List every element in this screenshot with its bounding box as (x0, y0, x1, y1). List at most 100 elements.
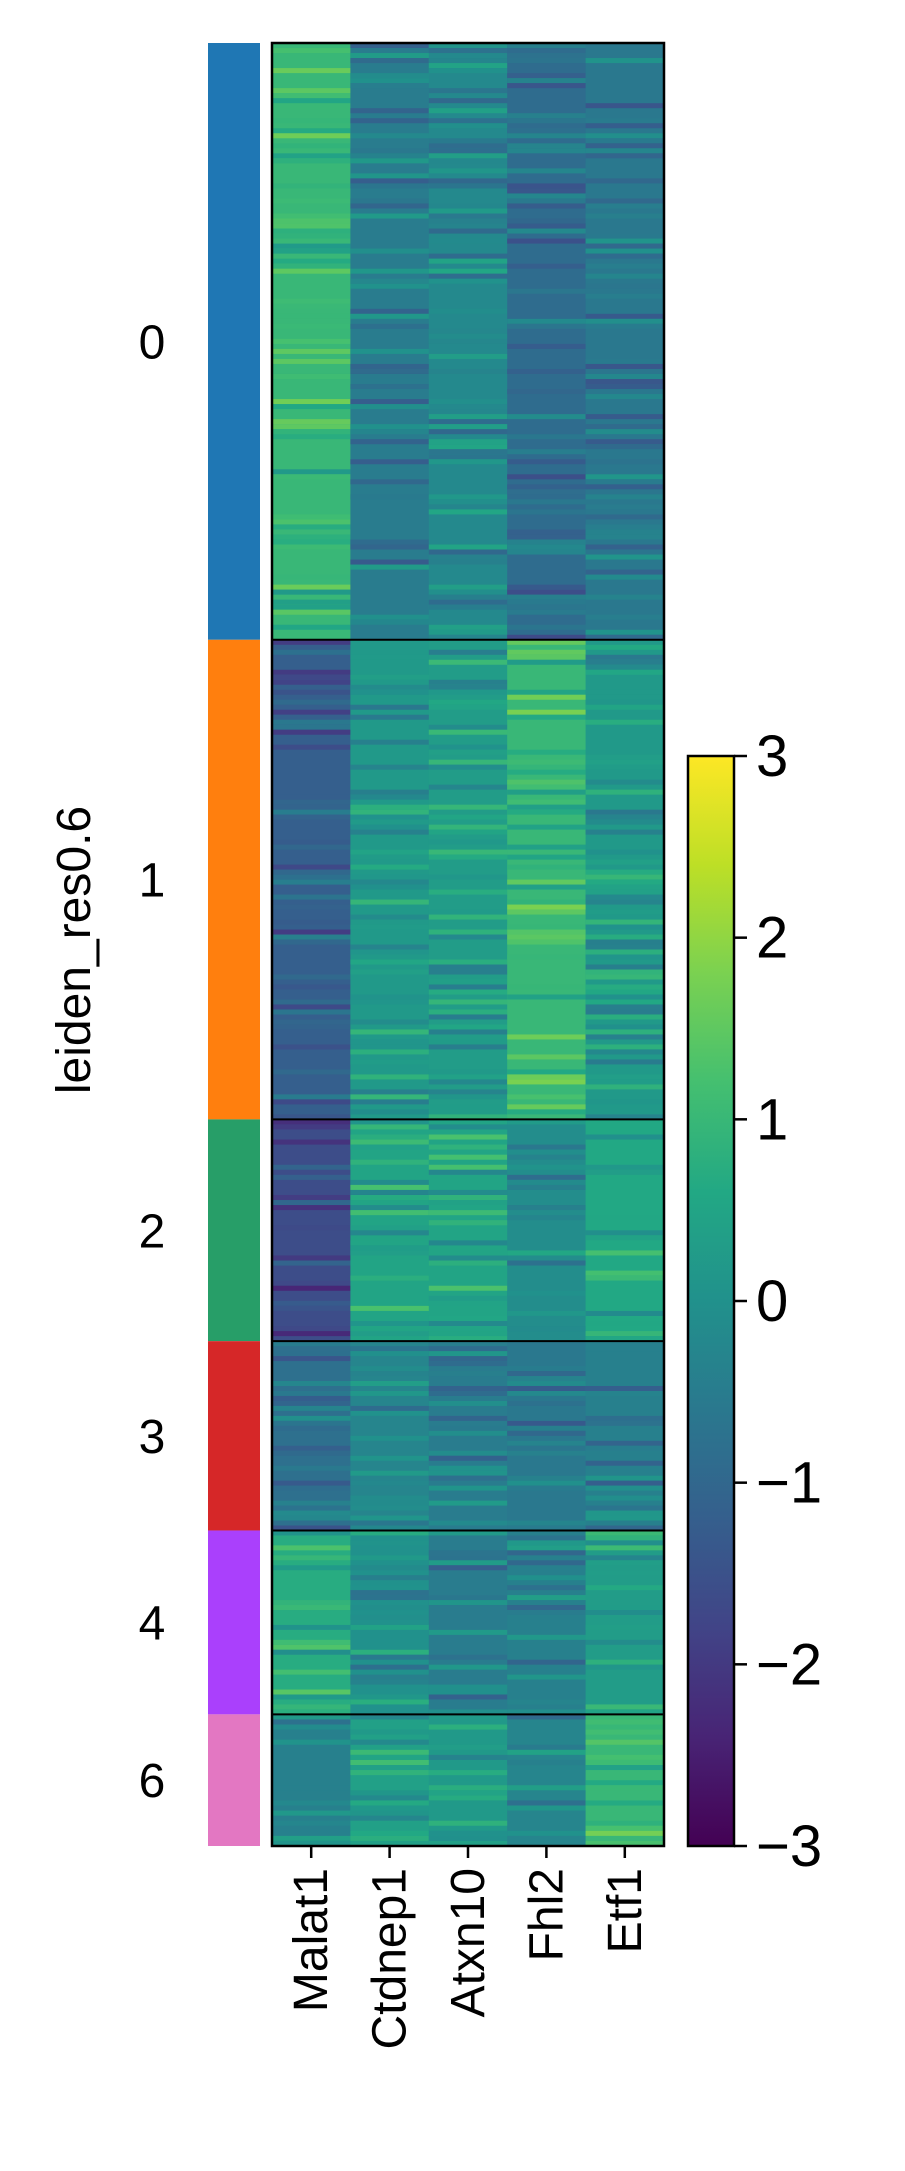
cell-stripe (272, 1669, 351, 1675)
cell-stripe (585, 178, 665, 184)
cell-stripe (428, 1744, 508, 1750)
cell-stripe (428, 218, 508, 224)
cell-stripe (585, 919, 665, 925)
cell-stripe (507, 649, 587, 655)
cell-stripe (507, 1069, 587, 1075)
cell-stripe (350, 944, 430, 950)
cell-stripe (350, 924, 430, 930)
cell-stripe (272, 263, 351, 269)
cell-stripe (585, 1460, 665, 1466)
cell-stripe (428, 554, 508, 560)
cell-stripe (428, 1124, 508, 1130)
cell-stripe (428, 499, 508, 505)
cell-stripe (272, 1331, 351, 1337)
cell-stripe (350, 1320, 430, 1327)
cell-stripe (272, 609, 351, 615)
cell-stripe (585, 1785, 665, 1791)
cell-stripe (350, 1835, 430, 1841)
cell-stripe (272, 809, 351, 815)
cell-stripe (350, 283, 430, 289)
cell-stripe (585, 874, 665, 880)
cell-stripe (350, 1049, 430, 1055)
cell-stripe (350, 1144, 430, 1150)
cell-stripe (428, 1430, 508, 1436)
group-label-4: 4 (139, 1597, 166, 1650)
cell-stripe (428, 444, 508, 450)
cell-stripe (350, 1435, 430, 1441)
cell-stripe (428, 1820, 508, 1826)
cell-stripe (585, 253, 665, 259)
cell-stripe (585, 969, 665, 975)
cell-stripe (350, 399, 430, 405)
cell-stripe (585, 318, 665, 324)
cell-stripe (350, 614, 430, 620)
cell-stripe (428, 143, 508, 149)
cell-stripe (428, 909, 508, 915)
cell-stripe (585, 1009, 665, 1015)
cell-stripe (507, 879, 587, 885)
cell-stripe (585, 1024, 665, 1030)
cell-stripe (585, 118, 665, 124)
cell-stripe (507, 544, 587, 550)
cell-stripe (507, 43, 587, 49)
cell-stripe (507, 1595, 587, 1601)
cell-stripe (585, 1049, 665, 1055)
cell-stripe (507, 929, 587, 935)
cell-stripe (507, 1744, 587, 1750)
cell-stripe (428, 153, 508, 159)
cell-stripe (428, 429, 508, 435)
cell-stripe (428, 999, 508, 1005)
cell-stripe (428, 178, 508, 184)
cell-stripe (585, 424, 665, 430)
cell-stripe (350, 959, 430, 965)
cell-stripe (507, 1714, 587, 1720)
cell-stripe (350, 404, 430, 410)
cell-stripe (272, 1785, 351, 1791)
cell-stripe (428, 549, 508, 555)
cell-stripe (272, 879, 351, 885)
cell-stripe (350, 1555, 430, 1561)
cell-stripe (272, 894, 351, 900)
cell-stripe (350, 1381, 430, 1386)
cell-stripe (428, 1029, 508, 1035)
cell-stripe (585, 1585, 665, 1591)
cell-stripe (350, 544, 430, 550)
cell-stripe (428, 228, 508, 234)
cell-stripe (507, 689, 587, 695)
cell-stripe (272, 574, 351, 580)
group-label-0: 0 (139, 316, 166, 369)
cell-stripe (585, 1235, 665, 1241)
cell-stripe (428, 1455, 508, 1461)
cell-stripe (585, 1485, 665, 1491)
cell-stripe (428, 504, 508, 510)
cell-stripe (350, 1410, 430, 1416)
cell-stripe (428, 1356, 508, 1362)
cell-stripe (428, 1114, 508, 1120)
cell-stripe (428, 1550, 508, 1556)
group-labels: 0 1 2 3 4 6 (139, 316, 166, 1808)
cell-stripe (428, 333, 508, 339)
cell-stripe (507, 1674, 587, 1680)
colorbar-tick-label: −3 (756, 1814, 822, 1879)
cell-stripe (272, 744, 351, 750)
cell-stripe (585, 894, 665, 900)
cell-stripe (350, 879, 430, 885)
cell-stripe (585, 974, 665, 980)
cell-stripe (507, 449, 587, 455)
cell-stripe (507, 484, 587, 490)
cell-stripe (585, 954, 665, 960)
group-label-1: 1 (139, 855, 166, 908)
cell-stripe (585, 238, 665, 244)
cell-stripe (507, 323, 587, 329)
cell-stripe (585, 869, 665, 875)
group-label-3: 3 (139, 1411, 166, 1464)
cell-stripe (507, 459, 587, 465)
group-color-6 (208, 1714, 260, 1846)
cell-stripe (585, 1739, 665, 1745)
cell-stripe (428, 1709, 508, 1715)
cell-stripe (428, 424, 508, 430)
cell-stripe (272, 1174, 351, 1180)
cell-stripe (428, 1555, 508, 1561)
cell-stripe (350, 213, 430, 219)
cell-stripe (272, 1356, 351, 1362)
